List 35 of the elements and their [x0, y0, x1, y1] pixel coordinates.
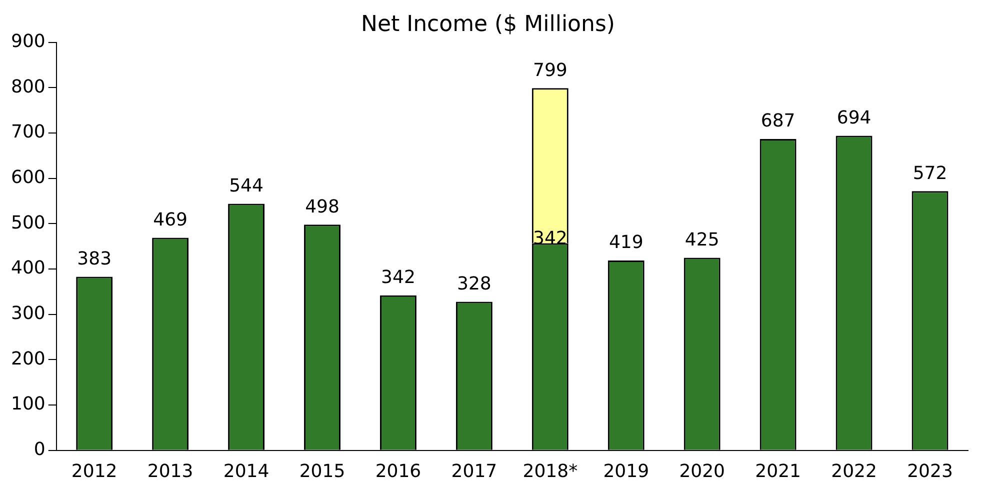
y-tick-label: 300: [10, 303, 46, 324]
data-label: 694: [836, 107, 872, 128]
y-tick-label: 100: [10, 394, 46, 415]
y-tick-label: 200: [10, 348, 46, 370]
data-label: 425: [684, 229, 720, 250]
x-tick-label: 2023: [907, 460, 953, 482]
x-tick-label: 2022: [831, 460, 877, 482]
data-label: 544: [229, 175, 264, 196]
x-tick-label: 2017: [451, 460, 498, 482]
x-tick-label: 2018*: [522, 460, 578, 482]
data-label: 342: [381, 267, 416, 288]
x-tick-label: 2020: [679, 460, 726, 482]
y-tick-label: 600: [10, 167, 46, 188]
y-tick-label: 500: [10, 212, 46, 234]
data-label: 328: [457, 273, 492, 294]
data-label: 419: [608, 232, 644, 254]
x-tick-label: 2013: [147, 460, 194, 482]
data-label: 469: [153, 209, 188, 230]
y-tick-label: 0: [34, 439, 46, 460]
x-tick-label: 2015: [299, 460, 346, 482]
x-tick-label: 2014: [223, 460, 270, 482]
data-label: 498: [305, 196, 340, 218]
x-tick-label: 2019: [603, 460, 650, 482]
data-label: 687: [760, 110, 796, 132]
x-tick-label: 2021: [755, 460, 801, 482]
x-tick-label: 2016: [375, 460, 422, 482]
data-label: 383: [77, 248, 112, 270]
chart-title: Net Income ($ Millions): [360, 12, 616, 37]
y-tick-label: 400: [10, 258, 46, 279]
total-label: 799: [532, 60, 568, 81]
data-label: 572: [912, 162, 948, 184]
y-tick-label: 700: [10, 122, 46, 143]
y-tick-label: 800: [10, 76, 46, 98]
y-tick-label: 900: [10, 31, 46, 52]
x-tick-label: 2012: [71, 460, 118, 482]
